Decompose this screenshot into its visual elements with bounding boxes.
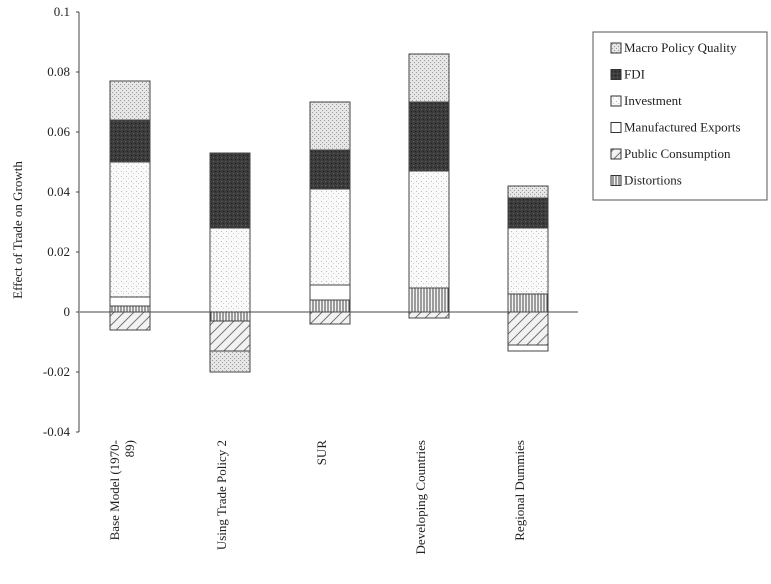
bar-segment-macro-policy-quality	[408, 53, 450, 103]
category-label: Developing Countries	[413, 440, 428, 554]
y-tick-label: 0.08	[47, 64, 70, 79]
bar-segment-distortions	[309, 299, 351, 313]
category-label: Regional Dummies	[512, 440, 527, 541]
bar-segment-public-consumption	[209, 320, 251, 352]
bar-segment-investment	[507, 227, 549, 295]
y-axis-title: Effect of Trade on Growth	[10, 161, 25, 299]
bar-segment-macro-policy-quality	[209, 350, 251, 373]
bar-segment-manufactured-exports	[109, 296, 151, 307]
bar-segment-manufactured-exports	[309, 284, 351, 301]
legend-swatch-macro-policy-quality	[610, 42, 622, 54]
bar-segment-distortions	[109, 305, 151, 313]
bar-segment-distortions	[507, 293, 549, 313]
legend-swatch-fdi	[610, 69, 622, 80]
bar-segment-fdi	[209, 152, 251, 229]
bar-segment-distortions	[209, 311, 251, 322]
legend-label-macro-policy-quality: Macro Policy Quality	[624, 40, 737, 55]
legend-label-public-consumption: Public Consumption	[624, 146, 731, 161]
y-tick-label: 0.04	[47, 184, 70, 199]
legend-label-manufactured-exports: Manufactured Exports	[624, 120, 741, 135]
bar-segment-investment	[408, 170, 450, 289]
bar-segment-investment	[109, 161, 151, 298]
bar-segment-macro-policy-quality	[309, 101, 351, 151]
legend-label-distortions: Distortions	[624, 173, 682, 188]
bar-segment-public-consumption	[109, 311, 151, 331]
legend-swatch-investment	[610, 95, 622, 107]
legend-swatch-public-consumption	[610, 148, 622, 160]
bar-segment-investment	[309, 188, 351, 286]
category-label: Base Model (1970-89)	[107, 440, 137, 540]
legend-label-fdi: FDI	[624, 67, 645, 82]
bar-segment-macro-policy-quality	[507, 185, 549, 199]
y-tick-label: 0.1	[54, 4, 70, 19]
bar-segment-fdi	[507, 197, 549, 229]
legend-label-investment: Investment	[624, 93, 682, 108]
legend-swatch-distortions	[610, 175, 622, 186]
bar-segment-investment	[209, 227, 251, 313]
legend-swatch-manufactured-exports	[610, 122, 622, 133]
legend: Macro Policy Quality FDI Investment Manufac…	[592, 31, 768, 201]
bar-segment-public-consumption	[309, 311, 351, 325]
bar-segment-public-consumption	[408, 311, 450, 319]
bar-segment-macro-policy-quality	[109, 80, 151, 121]
bar-segment-fdi	[309, 149, 351, 190]
y-tick-label: -0.04	[43, 424, 71, 439]
y-tick-labels: 0.1 0.08 0.06 0.04 0.02 0 -0.02 -0.04	[43, 4, 79, 439]
bar-segment-fdi	[109, 119, 151, 163]
bar-segment-fdi	[408, 101, 450, 172]
y-tick-label: -0.02	[43, 364, 70, 379]
y-tick-label: 0.02	[47, 244, 70, 259]
bar-segment-distortions	[408, 287, 450, 313]
y-tick-label: 0.06	[47, 124, 70, 139]
category-labels: Base Model (1970-89) Using Trade Policy 2…	[107, 440, 527, 555]
category-label: Using Trade Policy 2	[214, 440, 229, 550]
legend-box	[592, 31, 768, 201]
bar-segment-public-consumption	[507, 311, 549, 346]
y-tick-label: 0	[64, 304, 71, 319]
category-label: SUR	[314, 440, 329, 466]
bar-segment-manufactured-exports	[507, 344, 549, 352]
bars	[80, 53, 578, 373]
